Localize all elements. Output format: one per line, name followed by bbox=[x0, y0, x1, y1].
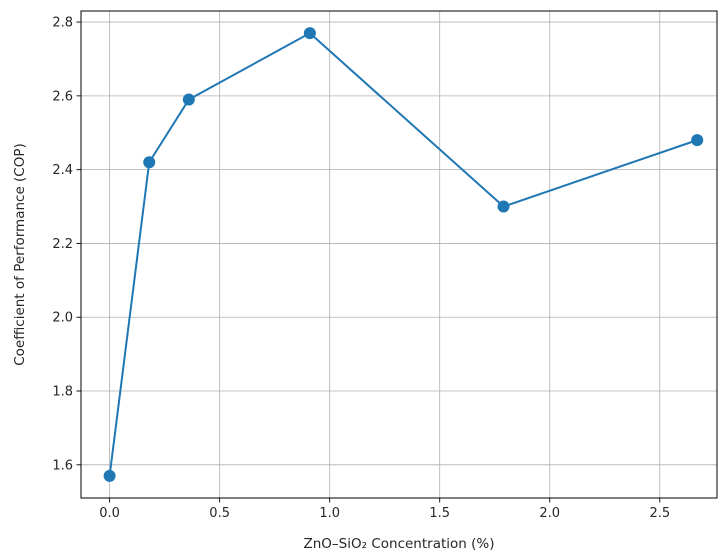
data-point bbox=[143, 156, 156, 169]
x-tick-label: 0.0 bbox=[99, 506, 120, 521]
data-point bbox=[691, 134, 704, 147]
y-tick-label: 2.4 bbox=[52, 163, 73, 178]
plot-frame bbox=[80, 10, 718, 499]
data-point bbox=[497, 200, 510, 213]
data-point bbox=[103, 469, 116, 482]
x-tick-label: 2.5 bbox=[649, 506, 670, 521]
y-axis-label: Coefficient of Performance (COP) bbox=[12, 143, 28, 366]
data-point bbox=[182, 93, 195, 106]
y-tick-label: 2.8 bbox=[52, 16, 73, 31]
x-tick-label: 0.5 bbox=[209, 506, 230, 521]
axis-ticks: 0.0 0.5 1.0 1.5 2.0 2.5 1.6 1.8 2.0 2.2 2.4 2.6 2.8 bbox=[52, 16, 670, 521]
x-axis-label: ZnO–SiO₂ Concentration (%) bbox=[304, 536, 495, 552]
y-tick-label: 1.8 bbox=[52, 385, 73, 400]
y-tick-label: 2.6 bbox=[52, 89, 73, 104]
data-point bbox=[303, 27, 316, 40]
y-tick-label: 2.0 bbox=[52, 311, 73, 326]
x-tick-label: 2.0 bbox=[539, 506, 560, 521]
x-tick-label: 1.0 bbox=[319, 506, 340, 521]
y-tick-label: 1.6 bbox=[52, 458, 73, 473]
y-tick-label: 2.2 bbox=[52, 237, 73, 252]
series-line bbox=[108, 32, 698, 476]
x-tick-label: 1.5 bbox=[429, 506, 450, 521]
data-series bbox=[103, 27, 704, 482]
